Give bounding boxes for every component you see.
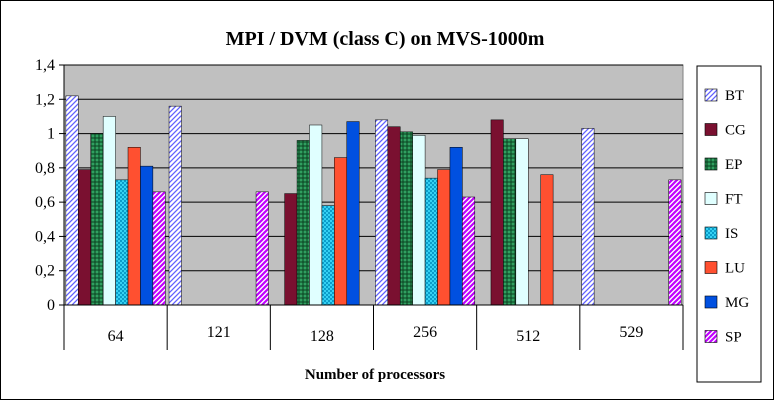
bar-bt-121 <box>168 105 182 306</box>
chart-title: MPI / DVM (class C) on MVS-1000m <box>226 28 545 50</box>
bar-sp-256 <box>462 196 476 306</box>
x-axis: 64 121 128 256 512 529 <box>63 304 684 350</box>
bar-ft-64 <box>102 116 116 306</box>
legend-label-bt: BT <box>725 88 744 104</box>
legend-swatch-ft <box>704 192 718 205</box>
bar-mg-128 <box>346 121 360 306</box>
legend-swatch-ep <box>704 157 718 171</box>
bar-lu-64 <box>127 147 141 306</box>
y-tick-label: 1,4 <box>35 57 55 74</box>
x-axis-label: Number of processors <box>305 367 445 383</box>
legend-label-lu: LU <box>725 261 745 277</box>
legend-swatch-sp <box>704 330 718 343</box>
bar-cg-128 <box>284 193 298 306</box>
legend-swatch-lu <box>704 261 718 274</box>
legend-swatch-bt <box>704 88 718 102</box>
bar-ep-512 <box>503 138 517 306</box>
legend-swatch-cg <box>704 123 718 136</box>
y-axis: 0 0,2 0,4 0,6 0,8 1 1,2 1,4 <box>35 57 65 314</box>
y-tick-label: 1,2 <box>35 91 55 108</box>
x-tick-label: 529 <box>619 324 643 341</box>
legend-label-ft: FT <box>725 192 743 208</box>
bar-sp-121 <box>255 191 269 306</box>
legend-label-cg: CG <box>725 123 746 139</box>
legend-label-mg: MG <box>725 295 749 311</box>
bars <box>65 95 682 306</box>
legend-label-sp: SP <box>725 330 742 346</box>
bar-bt-64 <box>65 95 79 306</box>
legend: BT CG EP FT IS LU MG SP <box>704 88 749 346</box>
plot-area <box>63 64 684 306</box>
bar-sp-64 <box>152 191 166 306</box>
x-tick-label: 64 <box>108 328 124 345</box>
legend-box <box>696 65 762 383</box>
bar-cg-256 <box>387 126 401 306</box>
legend-swatch-mg <box>704 295 718 309</box>
bar-is-256 <box>424 177 438 306</box>
bar-ft-128 <box>309 124 323 306</box>
y-tick-label: 0 <box>47 297 55 314</box>
bar-ep-256 <box>399 131 413 306</box>
x-tick-label: 121 <box>207 324 231 341</box>
bar-is-64 <box>115 179 129 306</box>
bar-cg-512 <box>490 119 504 306</box>
bar-lu-256 <box>437 169 451 306</box>
bar-lu-512 <box>540 174 554 306</box>
bar-bt-529 <box>581 128 595 306</box>
y-tick-label: 0,2 <box>35 263 55 280</box>
gridlines <box>64 64 683 272</box>
legend-label-ep: EP <box>725 157 743 173</box>
bar-lu-128 <box>334 157 348 306</box>
y-tick-label: 0,6 <box>35 194 55 211</box>
x-tick-label: 256 <box>413 324 437 341</box>
bar-sp-529 <box>668 179 682 306</box>
bar-bt-256 <box>375 119 389 306</box>
x-tick-label: 128 <box>310 328 334 345</box>
y-tick-label: 1 <box>47 126 55 143</box>
bar-ft-256 <box>412 135 426 306</box>
bar-cg-64 <box>78 169 91 306</box>
bar-mg-64 <box>140 165 154 306</box>
bar-ep-64 <box>90 133 104 306</box>
bar-ep-128 <box>296 140 310 306</box>
bar-is-128 <box>321 205 335 306</box>
bar-ft-512 <box>515 138 529 306</box>
x-tick-label: 512 <box>516 328 540 345</box>
y-tick-label: 0,8 <box>35 160 55 177</box>
bar-mg-256 <box>449 147 463 306</box>
y-tick-label: 0,4 <box>35 228 55 245</box>
legend-swatch-is <box>704 226 718 240</box>
legend-label-is: IS <box>725 226 738 242</box>
